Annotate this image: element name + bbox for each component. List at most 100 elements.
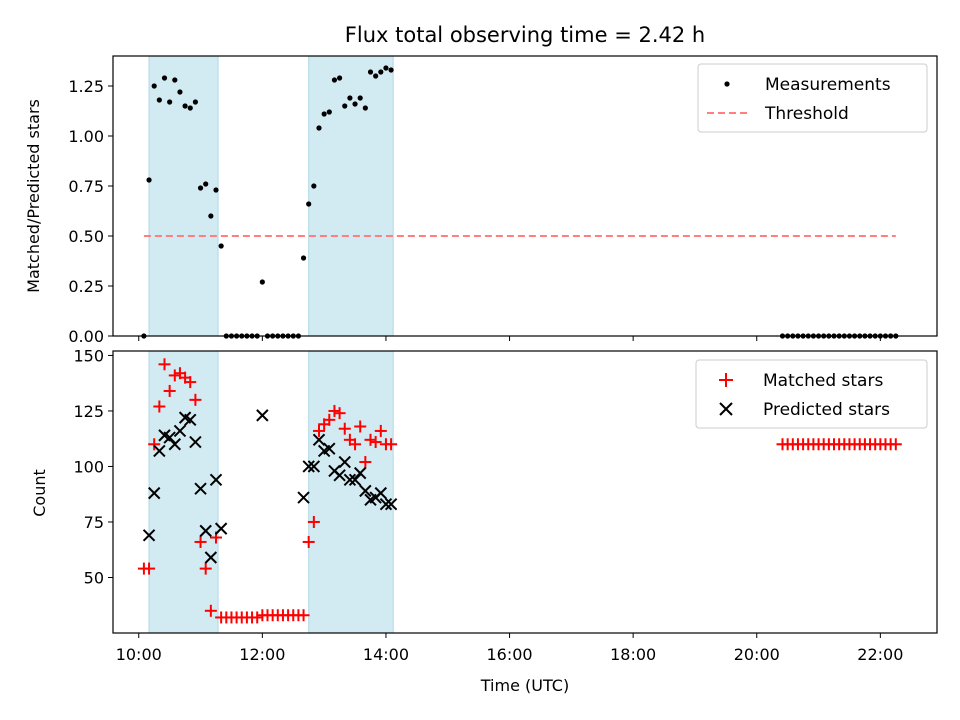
predicted-star-stroke <box>333 469 346 482</box>
matched-star-point <box>333 407 346 420</box>
predicted-star-point <box>297 491 310 504</box>
predicted-star-point <box>204 551 218 564</box>
matched-star-point <box>251 611 264 624</box>
bottom-y-tick-label: 125 <box>73 402 104 421</box>
measurement-point <box>146 177 152 183</box>
predicted-star-stroke <box>189 435 202 449</box>
bottom-y-tick-label: 50 <box>84 568 104 587</box>
predicted-star-stroke <box>184 413 197 427</box>
top-y-tick-label: 0.50 <box>68 227 104 246</box>
measurement-point <box>373 73 379 79</box>
measurement-point <box>337 75 343 81</box>
bottom-y-tick-label: 100 <box>73 457 104 476</box>
bottom-legend-frame <box>695 359 928 429</box>
predicted-star-stroke <box>199 524 212 538</box>
matched-star-point <box>323 413 336 426</box>
predicted-star-point <box>374 486 388 500</box>
top-y-tick-label: 0.00 <box>68 327 104 346</box>
legend-measurements-marker <box>724 81 730 87</box>
legend-measurements-label: Measurements <box>765 75 891 95</box>
predicted-star-point <box>348 473 362 486</box>
predicted-star-point <box>302 460 315 473</box>
predicted-star-stroke <box>256 409 269 422</box>
predicted-star-stroke <box>302 460 315 473</box>
measurement-point <box>357 95 363 101</box>
measurement-points <box>141 65 899 339</box>
predicted-star-point <box>189 435 202 449</box>
predicted-star-point <box>323 442 336 455</box>
predicted-star-point <box>307 460 321 473</box>
top-legend: Measurements Threshold <box>697 63 928 133</box>
matched-star-point <box>359 456 372 469</box>
legend-predicted-marker <box>719 402 733 416</box>
measurement-point <box>187 105 193 111</box>
top-y-axis: 0.00 0.25 0.50 0.75 1.00 1.25 <box>68 77 113 346</box>
top-x-ticks <box>138 336 881 341</box>
x-tick-label: 14:00 <box>363 645 409 664</box>
measurement-point <box>311 183 317 189</box>
top-panel: Flux total observing time = 2.42 h 0.000… <box>24 23 938 346</box>
predicted-star-point <box>256 409 269 422</box>
measurement-point <box>197 185 204 191</box>
measurement-point <box>331 77 338 83</box>
measurement-point <box>352 101 358 107</box>
measurement-point <box>342 103 348 109</box>
x-tick-label: 22:00 <box>857 645 903 664</box>
measurement-point <box>151 83 157 89</box>
predicted-star-stroke <box>194 482 207 495</box>
measurement-point <box>208 213 214 219</box>
x-axis-label: Time (UTC) <box>480 676 569 695</box>
predicted-star-stroke <box>312 433 326 447</box>
bottom-y-axis: 50 75 100 125 150 <box>73 346 113 587</box>
measurement-point <box>367 69 374 75</box>
measurement-point <box>213 187 219 193</box>
measurement-point <box>383 65 389 71</box>
predicted-star-point <box>353 466 367 480</box>
predicted-star-point <box>163 431 176 444</box>
matched-star-point <box>354 420 367 433</box>
predicted-star-stroke <box>214 522 228 535</box>
matched-star-point <box>889 438 902 451</box>
top-y-tick-label: 0.75 <box>68 177 104 196</box>
predicted-star-stroke <box>204 551 218 564</box>
matched-star-point <box>168 369 181 382</box>
predicted-star-stroke <box>147 486 161 500</box>
predicted-star-stroke <box>158 429 171 442</box>
predicted-star-stroke <box>173 424 187 438</box>
bottom-y-tick-label: 75 <box>84 513 104 532</box>
matched-star-point <box>349 438 362 451</box>
matched-star-point <box>148 438 161 451</box>
measurement-point <box>192 99 198 105</box>
matched-star-point <box>374 424 387 437</box>
measurement-point <box>362 105 368 111</box>
x-tick-label: 10:00 <box>116 645 162 664</box>
measurement-point <box>177 89 183 95</box>
matched-star-point <box>307 515 320 528</box>
measurement-point <box>156 97 162 103</box>
predicted-star-point <box>184 413 197 427</box>
matched-star-point <box>163 384 176 397</box>
matched-star-point <box>189 393 202 406</box>
predicted-star-stroke <box>209 473 223 486</box>
measurement-point <box>378 69 384 75</box>
predicted-star-stroke <box>348 473 362 486</box>
measurement-point <box>203 181 209 187</box>
x-tick-label: 12:00 <box>239 645 285 664</box>
matched-star-point <box>143 562 156 575</box>
measurement-point <box>218 243 224 249</box>
predicted-star-stroke <box>323 442 336 455</box>
matched-star-point <box>204 604 217 617</box>
predicted-star-stroke <box>163 431 176 444</box>
predicted-star-point <box>153 444 166 458</box>
matched-star-point <box>153 400 166 413</box>
measurement-point <box>321 111 327 117</box>
matched-star-point <box>199 562 212 575</box>
matched-star-point <box>302 535 315 548</box>
observing-window-bottom-1 <box>148 350 219 634</box>
legend-matched-label: Matched stars <box>763 371 883 391</box>
measurement-point <box>161 75 168 81</box>
predicted-star-point <box>379 498 393 511</box>
predicted-star-stroke <box>374 486 388 500</box>
predicted-star-point <box>147 486 161 500</box>
predicted-star-stroke <box>343 473 357 486</box>
